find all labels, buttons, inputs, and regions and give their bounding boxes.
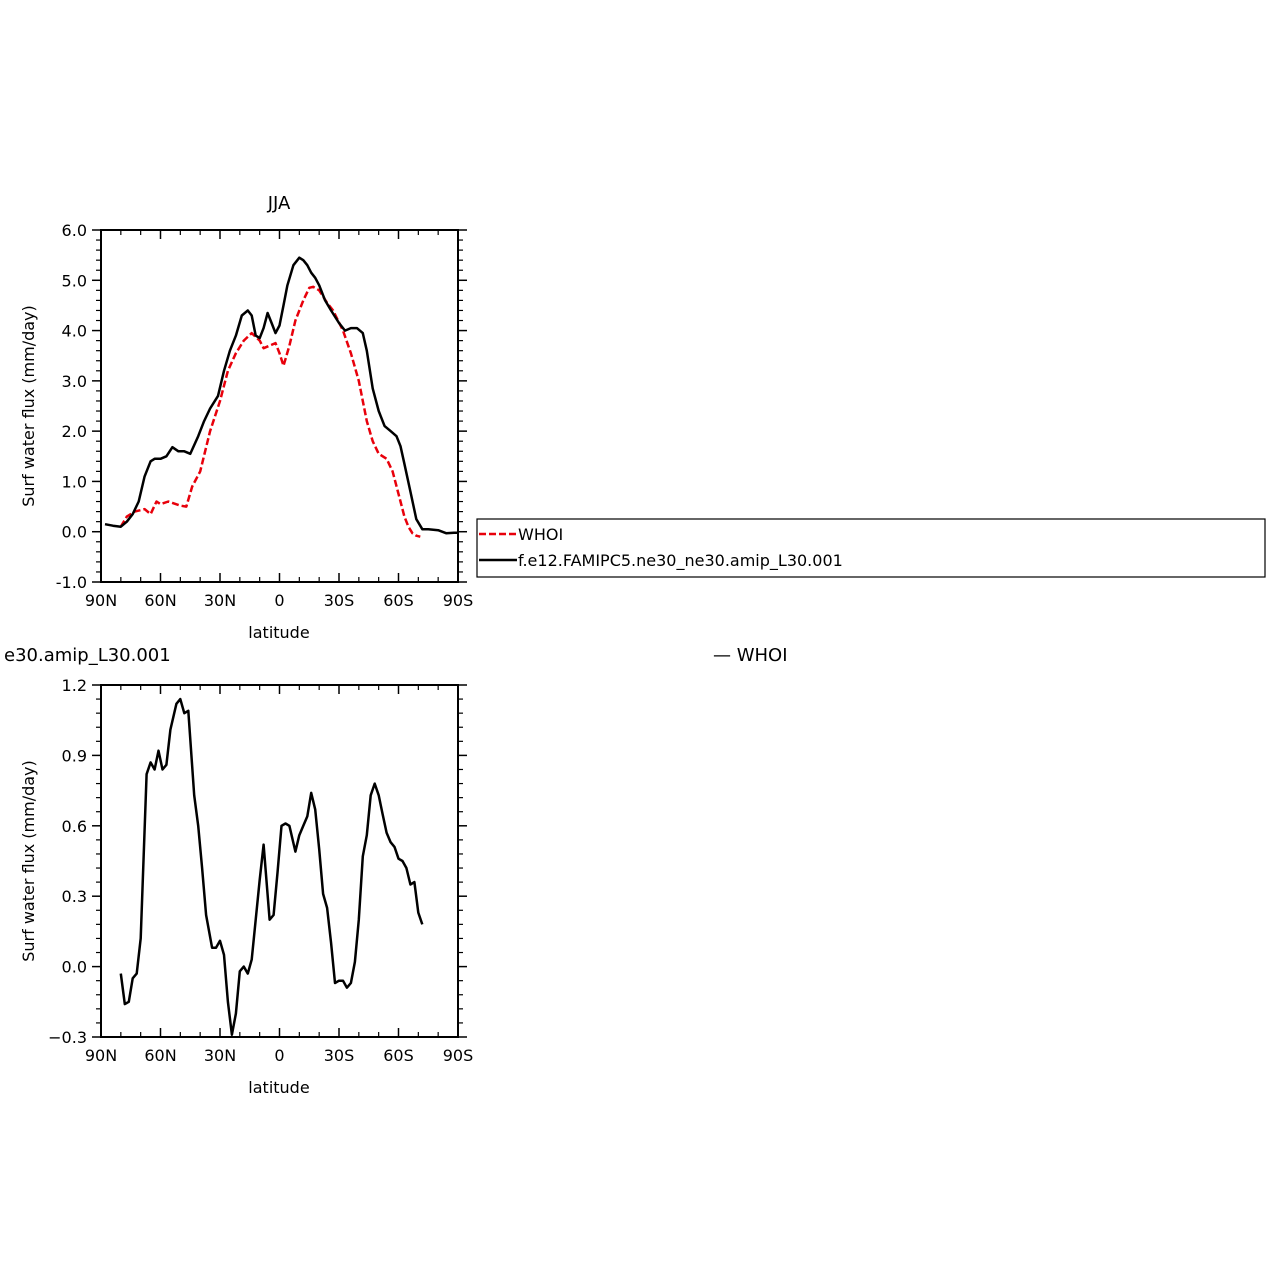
top-series-lines: [104, 256, 458, 538]
bottom-y-tick-label: 0.9: [62, 746, 87, 765]
top-x-axis-title: latitude: [248, 623, 309, 642]
top-x-tick-label: 30S: [324, 591, 355, 610]
top-y-tick-label: 0.0: [62, 523, 87, 542]
top-x-tick-label: 90N: [85, 591, 117, 610]
bottom-axis-ticks: 90N 60N 30N 0 30S 60S 90S −0.3 0.0 0.3 0.6 0.9 1.2: [48, 676, 473, 1065]
bottom-x-tick-label: 60N: [144, 1046, 176, 1065]
top-y-tick-label: 6.0: [62, 221, 87, 240]
bottom-x-tick-label: 30S: [324, 1046, 355, 1065]
bottom-x-tick-label: 60S: [383, 1046, 414, 1065]
bottom-x-axis-title: latitude: [248, 1078, 309, 1097]
top-x-tick-label: 0: [274, 591, 284, 610]
legend-entry-whoi: WHOI: [518, 525, 563, 544]
bottom-x-tick-label: 30N: [204, 1046, 236, 1065]
bottom-y-tick-label: 0.0: [62, 958, 87, 977]
top-y-tick-label: 4.0: [62, 322, 87, 341]
top-y-tick-label: 3.0: [62, 372, 87, 391]
legend-box: [476, 518, 1266, 578]
top-y-axis-title: Surf water flux (mm/day): [19, 305, 38, 507]
bottom-x-tick-label: 90S: [443, 1046, 474, 1065]
top-chart-title: JJA: [267, 193, 291, 214]
top-series-line-model: [104, 256, 458, 535]
bottom-series-lines: [119, 697, 424, 1036]
bottom-chart-title: e30.amip_L30.001: [4, 645, 171, 666]
top-axis-ticks: 90N 60N 30N 0 30S 60S 90S -1.0 0.0 1.0 2.0 3.0 4.0 5.…: [56, 221, 473, 610]
top-x-tick-label: 90S: [443, 591, 474, 610]
legend: WHOI f.e12.FAMIPC5.ne30_ne30.amip_L30.00…: [476, 518, 1266, 578]
top-y-tick-label: 5.0: [62, 271, 87, 290]
bottom-chart-subtitle: — WHOI: [713, 645, 788, 666]
bottom-y-tick-label: 0.6: [62, 817, 87, 836]
bottom-y-tick-label: 0.3: [62, 887, 87, 906]
top-panel: JJA 90N 60N 30N 0 30S 60S 90S -1.0 0.0 1.0 2.0 3.0 4…: [19, 193, 473, 642]
top-series-line-whoi: [119, 285, 421, 538]
top-y-tick-label: -1.0: [56, 573, 87, 592]
bottom-y-axis-title: Surf water flux (mm/day): [19, 760, 38, 962]
top-x-tick-label: 30N: [204, 591, 236, 610]
bottom-y-tick-label: 1.2: [62, 676, 87, 695]
bottom-panel: e30.amip_L30.001 — WHOI 90N 60N 30N 0 30S 60S…: [4, 645, 788, 1097]
top-y-tick-label: 2.0: [62, 422, 87, 441]
top-y-tick-label: 1.0: [62, 472, 87, 491]
top-plot-frame: [100, 229, 459, 583]
bottom-series-line-model: [119, 697, 424, 1036]
bottom-x-tick-label: 0: [274, 1046, 284, 1065]
top-x-tick-label: 60N: [144, 591, 176, 610]
top-x-tick-label: 60S: [383, 591, 414, 610]
legend-entry-model: f.e12.FAMIPC5.ne30_ne30.amip_L30.001: [518, 551, 843, 571]
bottom-y-tick-label: −0.3: [48, 1028, 87, 1047]
bottom-x-tick-label: 90N: [85, 1046, 117, 1065]
